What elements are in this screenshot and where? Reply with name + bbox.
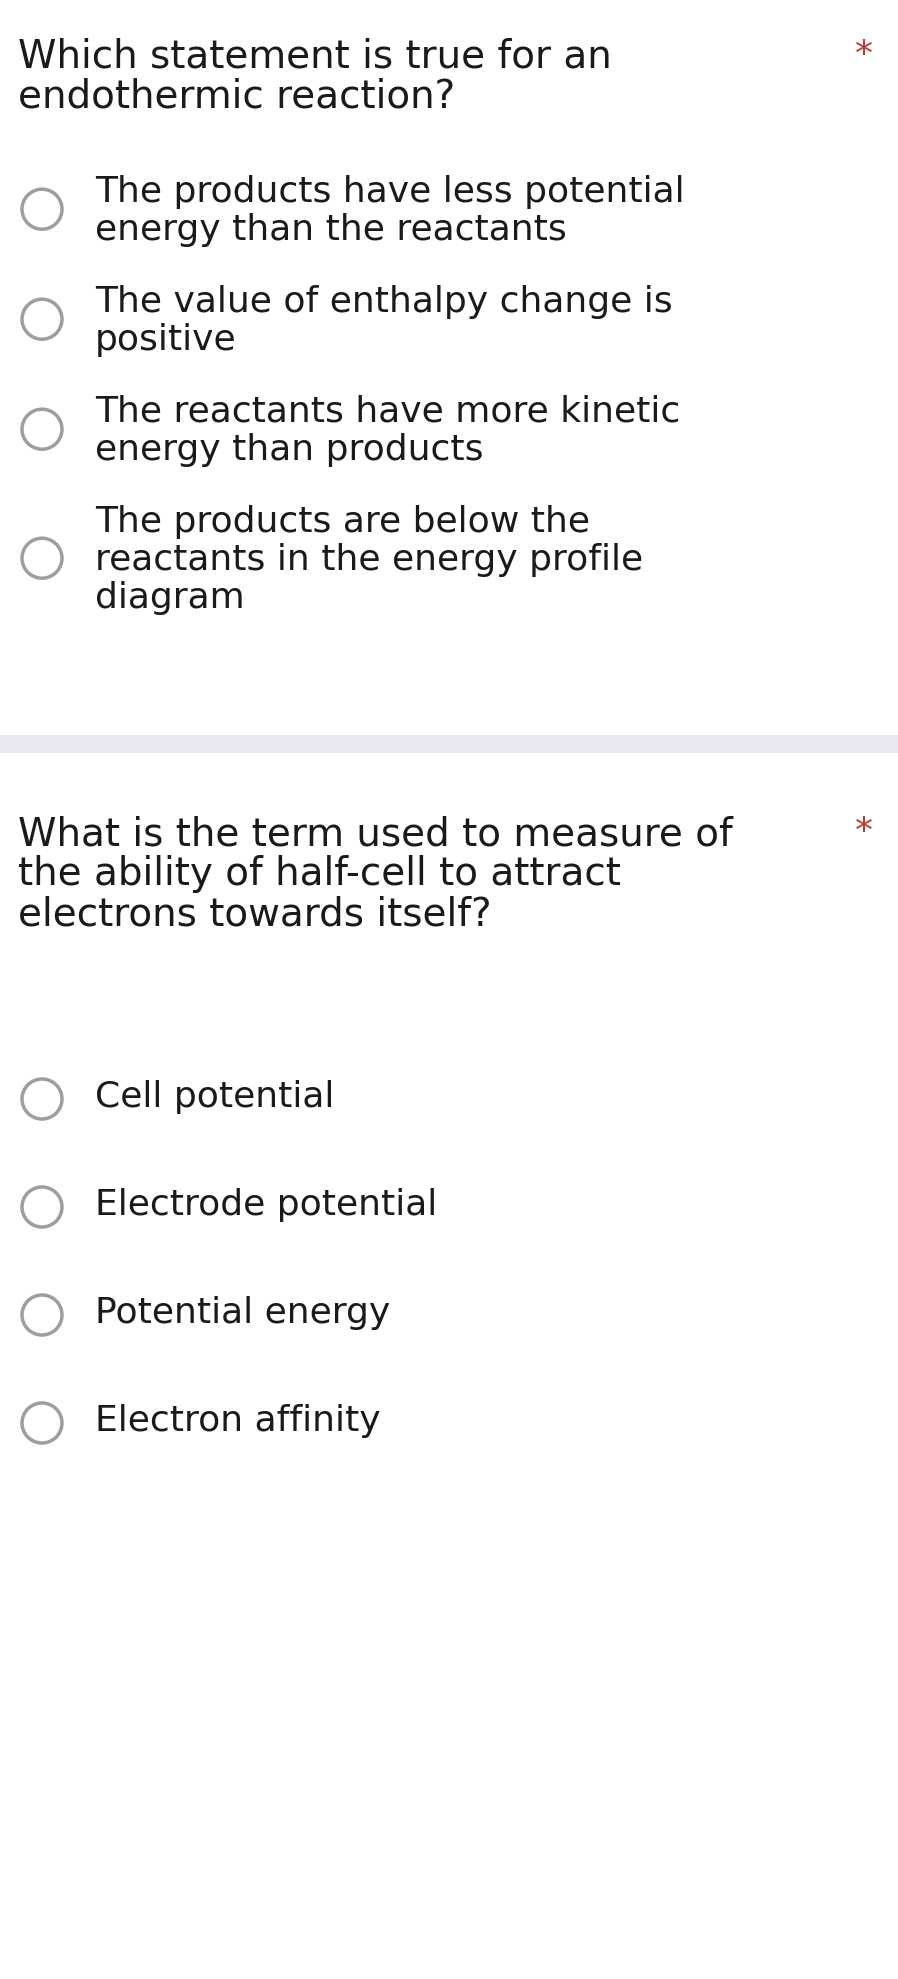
Text: energy than the reactants: energy than the reactants xyxy=(95,214,567,247)
Bar xyxy=(0,734,898,752)
Text: Potential energy: Potential energy xyxy=(95,1296,391,1330)
Text: The value of enthalpy change is: The value of enthalpy change is xyxy=(95,285,673,319)
Text: *: * xyxy=(855,38,873,71)
Text: The products are below the: The products are below the xyxy=(95,505,590,538)
Text: the ability of half-cell to attract: the ability of half-cell to attract xyxy=(18,855,621,893)
Text: positive: positive xyxy=(95,323,237,356)
Text: reactants in the energy profile: reactants in the energy profile xyxy=(95,542,643,578)
Text: Which statement is true for an: Which statement is true for an xyxy=(18,38,612,75)
Text: The reactants have more kinetic: The reactants have more kinetic xyxy=(95,396,681,429)
Text: energy than products: energy than products xyxy=(95,433,483,467)
Text: The products have less potential: The products have less potential xyxy=(95,174,684,210)
Text: electrons towards itself?: electrons towards itself? xyxy=(18,895,491,932)
Text: Electron affinity: Electron affinity xyxy=(95,1403,381,1439)
Text: *: * xyxy=(855,815,873,849)
Text: endothermic reaction?: endothermic reaction? xyxy=(18,77,455,117)
Text: What is the term used to measure of: What is the term used to measure of xyxy=(18,815,733,853)
Text: diagram: diagram xyxy=(95,582,245,615)
Text: Cell potential: Cell potential xyxy=(95,1081,334,1114)
Text: Electrode potential: Electrode potential xyxy=(95,1187,437,1221)
